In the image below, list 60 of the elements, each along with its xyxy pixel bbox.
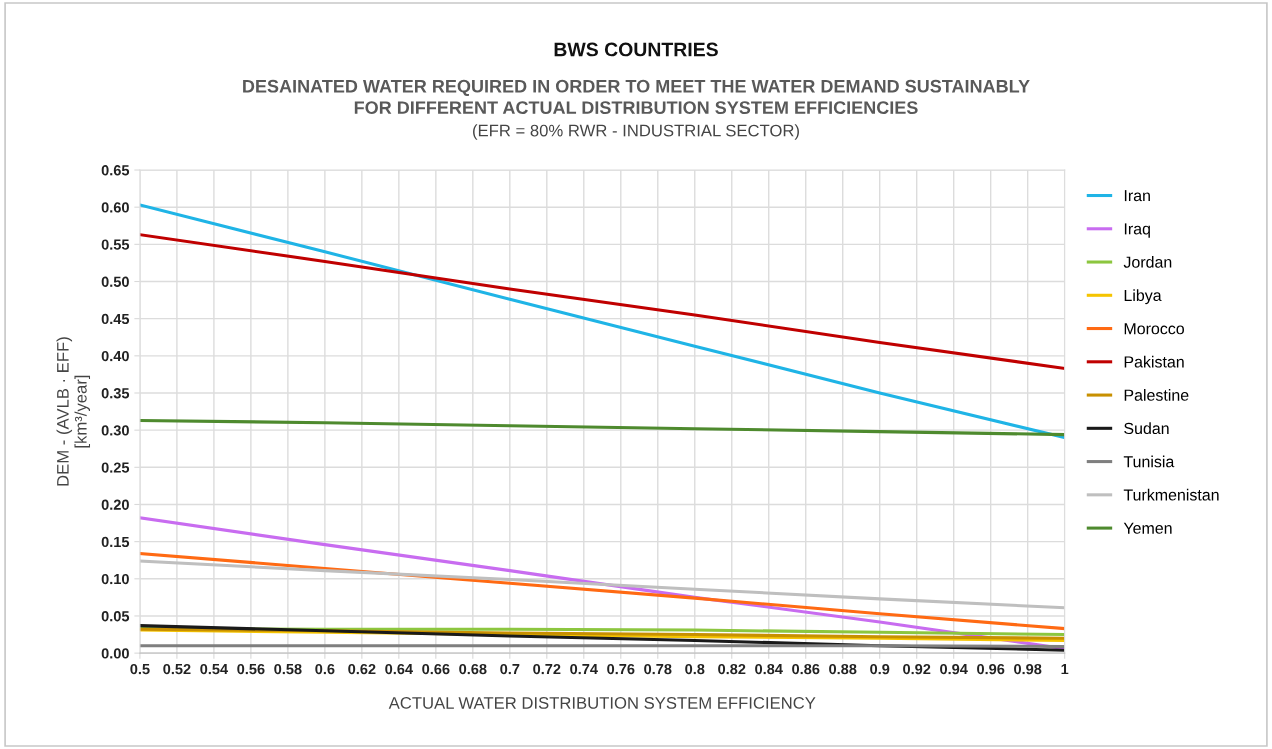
y-tick-label: 0.60 xyxy=(101,202,129,213)
y-tick-label: 0.25 xyxy=(101,462,130,473)
y-tick-label: 0.55 xyxy=(101,239,130,250)
y-tick-label: 0.05 xyxy=(101,611,130,622)
x-tick-label: 0.76 xyxy=(607,663,635,675)
x-tick-label: 0.8 xyxy=(685,663,705,675)
line-series xyxy=(139,418,1065,437)
line-series xyxy=(139,203,1065,440)
x-tick-label: 0.68 xyxy=(459,663,487,675)
x-tick-label: 0.96 xyxy=(977,663,1005,675)
line-series xyxy=(139,559,1065,610)
x-tick-label: 0.88 xyxy=(829,663,857,675)
x-tick-label: 0.56 xyxy=(237,663,265,675)
x-tick-label: 0.54 xyxy=(200,663,229,675)
y-tick-label: 0.40 xyxy=(101,350,129,362)
x-tick-label: 0.98 xyxy=(1014,663,1042,675)
x-tick-label: 0.84 xyxy=(755,663,783,675)
legend-label: Tunisia xyxy=(1123,455,1175,468)
legend-label: Sudan xyxy=(1124,422,1169,435)
x-tick-label: 0.92 xyxy=(903,663,931,675)
x-tick-label: 0.6 xyxy=(315,663,335,675)
x-tick-label: 0.7 xyxy=(500,663,520,675)
x-tick-label: 1 xyxy=(1061,664,1069,675)
x-tick-label: 0.94 xyxy=(940,663,968,675)
legend-label: Yemen xyxy=(1123,522,1172,534)
x-tick-label: 0.78 xyxy=(644,663,672,675)
legend-label: Turkmenistan xyxy=(1123,488,1219,501)
y-tick-label: 0.15 xyxy=(101,536,130,548)
x-tick-label: 0.5 xyxy=(130,663,150,675)
y-tick-label: 0.50 xyxy=(101,276,129,287)
x-tick-label: 0.74 xyxy=(570,663,598,675)
y-tick-label: 0.30 xyxy=(101,425,129,436)
y-tick-label: 0.35 xyxy=(101,388,130,399)
x-tick-label: 0.62 xyxy=(348,663,376,675)
legend-label: Iran xyxy=(1124,190,1150,202)
line-series xyxy=(139,233,1065,370)
x-tick-label: 0.82 xyxy=(718,663,746,675)
legend-label: Palestine xyxy=(1124,389,1189,401)
legend-label: Pakistan xyxy=(1124,355,1184,368)
chart-title: BWS COUNTRIES xyxy=(554,42,718,57)
legend-label: Iraq xyxy=(1124,223,1150,238)
y-axis-title: DEM - (AVLB · EFF) [km³/year] xyxy=(56,337,91,486)
chart-subtitle: DESAINATED WATER REQUIRED IN ORDER TO MEET THE WATER DEMAND SUSTAINABLY FOR DIFFERENT ACTUAL DISTRIBUTION SYSTEM EFFICIENCIES xyxy=(243,79,1030,115)
x-tick-label: 0.58 xyxy=(274,663,302,675)
x-tick-label: 0.52 xyxy=(163,663,191,675)
x-tick-label: 0.66 xyxy=(422,663,450,675)
x-tick-label: 0.72 xyxy=(533,663,561,675)
y-tick-label: 0.45 xyxy=(101,313,130,325)
y-tick-label: 0.65 xyxy=(101,165,130,176)
x-axis-title: ACTUAL WATER DISTRIBUTION SYSTEM EFFICIENCY xyxy=(388,697,816,709)
text: (EFR = 80% RWR - INDUSTRIAL SECTOR) xyxy=(473,124,799,140)
legend-label: Morocco xyxy=(1124,323,1184,335)
x-tick-label: 0.9 xyxy=(870,663,890,675)
x-tick-label: 0.64 xyxy=(385,663,413,675)
y-tick-label: 0.00 xyxy=(101,648,129,659)
x-tick-label: 0.86 xyxy=(792,663,820,675)
legend-label: Libya xyxy=(1124,289,1162,305)
y-tick-label: 0.20 xyxy=(101,499,129,510)
y-tick-label: 0.10 xyxy=(101,573,129,585)
legend-label: Jordan xyxy=(1123,256,1172,268)
